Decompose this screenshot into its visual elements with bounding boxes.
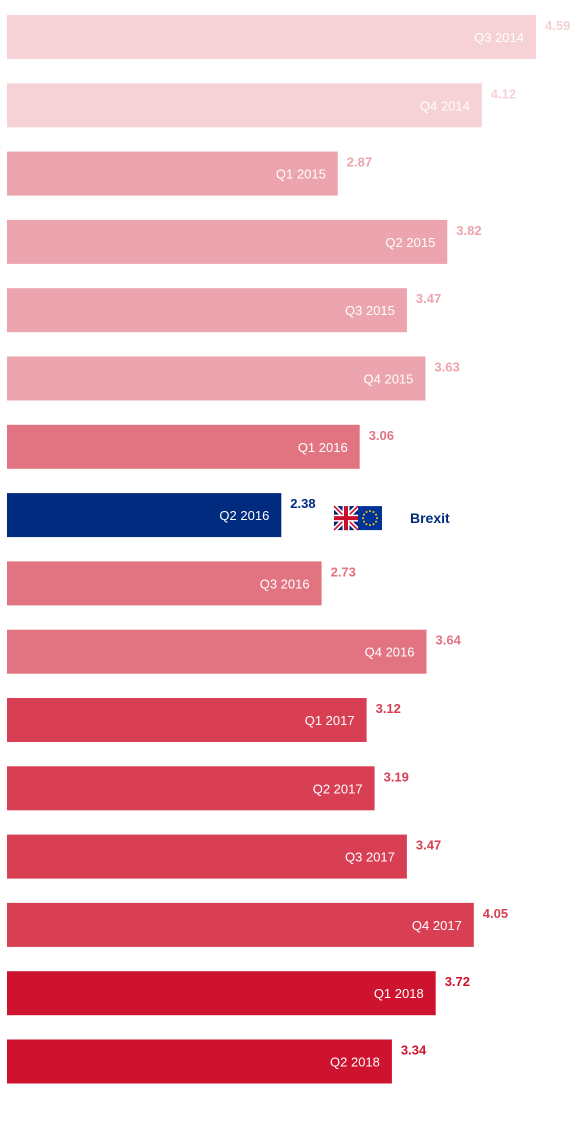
bar-q1-2018 [7,971,436,1016]
bar-q3-2015 [7,288,407,333]
value-label-q2-2016: 2.38 [290,496,315,511]
category-label-q1-2018: Q1 2018 [374,986,424,1001]
bar-q3-2016 [7,561,322,606]
category-label-q2-2015: Q2 2015 [385,235,435,250]
bar-q2-2018 [7,1039,392,1084]
bars-group: Q3 2014 4.59 Q4 2014 4.12 Q1 2015 2.87 Q2 2015… [7,15,570,1084]
category-label-q1-2015: Q1 2015 [276,167,326,182]
brexit-annotation: Brexit [332,504,450,532]
value-label-q4-2016: 3.64 [436,633,462,648]
bar-q2-2015 [7,219,448,264]
bar-q1-2016 [7,424,360,469]
value-label-q4-2014: 4.12 [491,86,516,101]
bar-q3-2017 [7,834,407,879]
value-label-q2-2015: 3.82 [456,223,481,238]
bar-q4-2017 [7,902,474,947]
value-label-q2-2018: 3.34 [401,1043,427,1058]
category-label-q4-2014: Q4 2014 [420,98,470,113]
category-label-q4-2016: Q4 2016 [365,645,415,660]
brexit-label: Brexit [410,510,450,526]
bar-q3-2014 [7,15,536,59]
category-label-q2-2016: Q2 2016 [219,508,269,523]
bar-q4-2014 [7,83,482,128]
bar-q2-2016 [7,493,282,538]
value-label-q3-2017: 3.47 [416,838,441,853]
bar-q1-2015 [7,151,338,196]
category-label-q4-2015: Q4 2015 [364,372,414,387]
uk-eu-flag-icon [332,504,382,532]
bar-q1-2017 [7,698,367,742]
value-label-q4-2017: 4.05 [483,906,508,921]
category-label-q2-2017: Q2 2017 [313,781,363,796]
value-label-q1-2017: 3.12 [376,701,401,716]
uk-flag-half [332,504,360,532]
bar-q2-2017 [7,766,375,811]
bar-q4-2016 [7,629,427,674]
category-label-q3-2015: Q3 2015 [345,303,395,318]
category-label-q3-2017: Q3 2017 [345,850,395,865]
value-label-q3-2016: 2.73 [331,564,356,579]
value-label-q4-2015: 3.63 [434,360,459,375]
category-label-q2-2018: Q2 2018 [330,1055,380,1070]
value-label-q3-2014: 4.59 [545,18,570,33]
value-label-q1-2015: 2.87 [347,155,372,170]
category-label-q3-2016: Q3 2016 [260,576,310,591]
category-label-q1-2017: Q1 2017 [305,713,355,728]
eu-flag-half [358,506,382,531]
category-label-q3-2014: Q3 2014 [474,30,524,45]
value-label-q1-2018: 3.72 [445,974,470,989]
value-label-q1-2016: 3.06 [369,428,394,443]
category-label-q1-2016: Q1 2016 [298,440,348,455]
value-label-q3-2015: 3.47 [416,291,441,306]
bar-q4-2015 [7,356,426,401]
category-label-q4-2017: Q4 2017 [412,918,462,933]
value-label-q2-2017: 3.19 [384,769,409,784]
